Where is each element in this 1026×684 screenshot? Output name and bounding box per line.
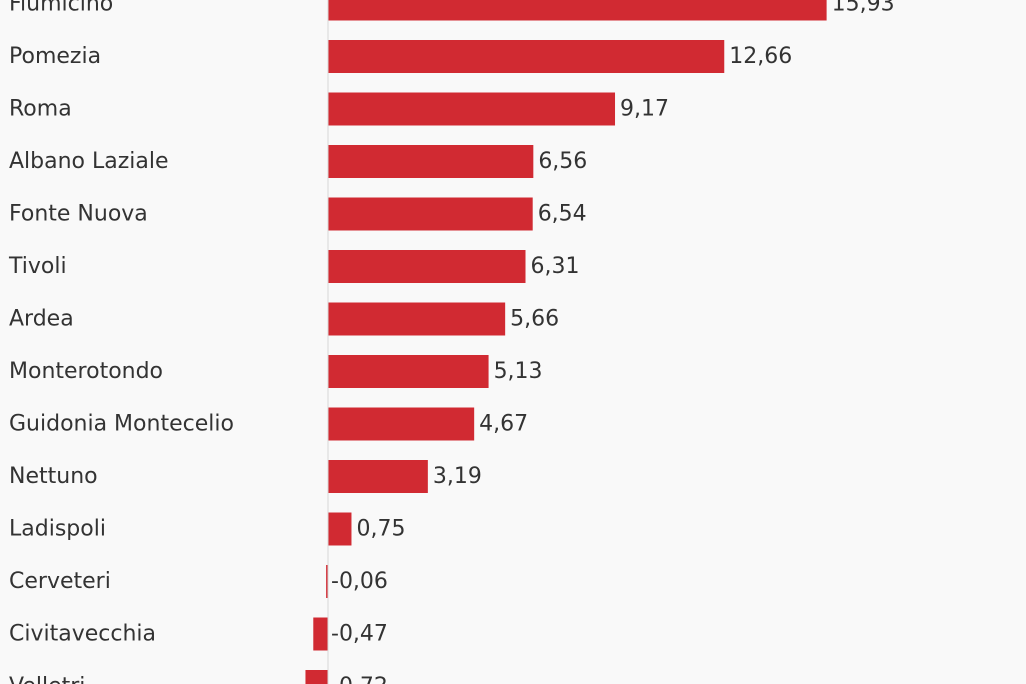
value-label: 6,54 [538,202,587,227]
value-label: 0,75 [356,517,405,542]
bar-tivoli [328,250,526,283]
value-label: -0,06 [331,569,388,594]
category-label: Nettuno [9,464,98,489]
category-label: Cerveteri [9,569,111,594]
value-label: 12,66 [729,44,792,69]
bar-pomezia [328,40,724,73]
bar-albano-laziale [328,145,533,178]
bar-fiumicino [328,0,827,21]
category-label: Pomezia [9,44,101,69]
bar-ladispoli [328,513,351,546]
bar-chart: Fiumicino Pomezia Roma Albano Laziale Fonte … [0,0,1026,684]
value-label: -0,47 [331,622,388,647]
category-label: Monterotondo [9,359,163,384]
category-label: Ladispoli [9,517,106,542]
category-label: Fiumicino [9,0,113,17]
bar-fonte-nuova [328,198,533,231]
category-label: Velletri [9,674,85,684]
category-label: Roma [9,97,72,122]
bar-roma [328,93,615,126]
value-label: -0,72 [331,674,388,684]
bar-civitavecchia [313,618,328,651]
bar-ardea [328,303,505,336]
category-label: Tivoli [8,254,67,279]
bar-velletri [305,670,328,684]
category-label: Ardea [9,307,74,332]
category-label: Guidonia Montecelio [9,412,234,437]
value-label: 4,67 [479,412,528,437]
value-label: 6,56 [538,149,587,174]
value-label: 6,31 [531,254,580,279]
value-label: 3,19 [433,464,482,489]
bar-monterotondo [328,355,489,388]
category-label: Albano Laziale [9,149,169,174]
value-label: 9,17 [620,97,669,122]
category-labels: Fiumicino Pomezia Roma Albano Laziale Fonte … [8,0,234,684]
value-label: 5,13 [494,359,543,384]
bar-guidonia-montecelio [328,408,474,441]
category-label: Civitavecchia [9,622,156,647]
value-label: 15,93 [832,0,895,17]
value-label: 5,66 [510,307,559,332]
bar-nettuno [328,460,428,493]
category-label: Fonte Nuova [9,202,148,227]
